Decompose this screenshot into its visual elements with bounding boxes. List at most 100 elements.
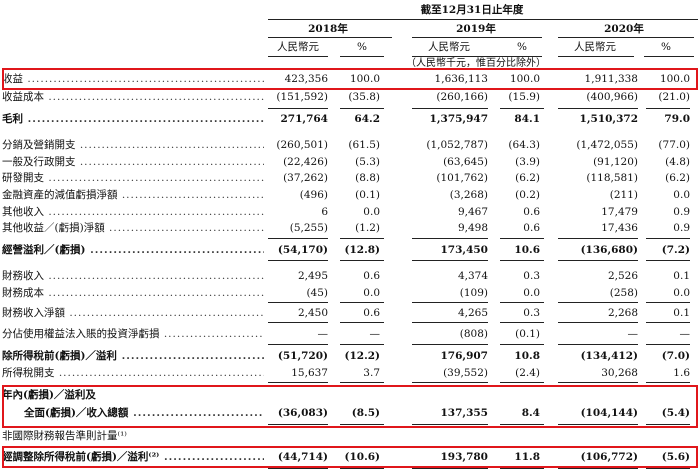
cell-value: (64.3) (508, 139, 540, 151)
subtotal-rule (268, 322, 328, 323)
cell-value: (8.5) (351, 407, 380, 419)
subtotal-rule (340, 382, 384, 383)
subtotal-rule (558, 468, 638, 469)
cell-value: (106,772) (580, 451, 638, 463)
cell-value: 8.4 (521, 407, 540, 419)
cell-value: 84.1 (514, 113, 540, 125)
subtotal-rule (268, 344, 328, 345)
subtotal-rule (340, 322, 384, 323)
period-label: 截至12月31日止年度 (420, 4, 524, 16)
cell-value: 271,764 (280, 113, 329, 125)
highlight-box-adjusted (2, 446, 698, 468)
cell-value: 100.0 (659, 73, 690, 85)
subtotal-rule (646, 238, 690, 239)
cell-value: (54,170) (277, 244, 328, 256)
subtotal-rule (646, 344, 690, 345)
cell-value: (51,720) (277, 350, 328, 362)
col-header-pct-2020: % (661, 41, 671, 53)
subtotal-rule (412, 468, 488, 469)
col-header-rmb-2018: 人民幣元 (277, 41, 319, 53)
subtotal-rule (268, 424, 328, 425)
cell-value: 137,355 (440, 407, 489, 419)
subtotal-rule (268, 468, 328, 469)
subtotal-rule (412, 382, 488, 383)
subtotal-rule (500, 238, 544, 239)
row-label: 除所得稅前(虧損)／溢利 (2, 350, 264, 362)
cell-value: (7.0) (661, 350, 690, 362)
subtotal-rule (268, 108, 328, 109)
cell-value: (5.4) (661, 407, 690, 419)
cell-value: (77.0) (658, 139, 690, 151)
row-label: 毛利 (2, 113, 264, 125)
cell-value: (5,255) (289, 222, 328, 234)
cell-value: 30,268 (601, 367, 638, 379)
cell-value: (2.4) (515, 367, 540, 379)
cell-value: 0.6 (523, 206, 540, 218)
cell-value: (10.6) (344, 451, 380, 463)
year-rule-2019 (412, 37, 542, 38)
cell-value: (15.9) (508, 91, 540, 103)
subtotal-rule (268, 382, 328, 383)
cell-value: 10.6 (514, 244, 540, 256)
cell-value: 9,498 (457, 222, 488, 234)
col-rule (268, 56, 328, 57)
cell-value: 193,780 (440, 451, 489, 463)
cell-value: (118,581) (586, 172, 638, 184)
cell-value: (400,966) (586, 91, 638, 103)
year-2019: 2019年 (456, 23, 496, 35)
subtotal-rule (646, 108, 690, 109)
cell-value: (808) (459, 328, 488, 340)
subtotal-rule (558, 108, 638, 109)
subtotal-rule (340, 344, 384, 345)
cell-value: (12.8) (344, 244, 380, 256)
cell-value: (0.1) (515, 328, 540, 340)
cell-value: — (317, 328, 329, 340)
cell-value: 1,636,113 (434, 73, 488, 85)
cell-value: (5.6) (661, 451, 690, 463)
cell-value: (104,144) (580, 407, 638, 419)
subtotal-rule (412, 260, 488, 261)
subtotal-rule (340, 260, 384, 261)
cell-value: (39,552) (443, 367, 488, 379)
col-rule (644, 56, 694, 57)
subtotal-rule (646, 382, 690, 383)
year-rule-2018 (268, 37, 392, 38)
cell-value: 100.0 (509, 73, 540, 85)
row-label: 經調整除所得稅前(虧損)／溢利⁽²⁾ (2, 451, 264, 463)
year-2020: 2020年 (604, 23, 644, 35)
cell-value: 4,265 (457, 307, 488, 319)
row-label: 所得稅開支 (2, 367, 264, 379)
cell-value: (6.2) (665, 172, 690, 184)
cell-value: — (679, 328, 691, 340)
subtotal-rule (646, 468, 690, 469)
cell-value: 0.6 (523, 222, 540, 234)
subtotal-rule (412, 424, 488, 425)
cell-value: 0.6 (363, 270, 380, 282)
cell-value: (136,680) (580, 244, 638, 256)
cell-value: 1,510,372 (579, 113, 638, 125)
cell-value: (37,262) (283, 172, 328, 184)
cell-value: (35.8) (348, 91, 380, 103)
cell-value: (45) (306, 287, 328, 299)
col-rule (412, 56, 542, 57)
subtotal-rule (558, 302, 638, 303)
cell-value: 0.9 (673, 222, 690, 234)
cell-value: 0.1 (673, 307, 690, 319)
subtotal-rule (500, 344, 544, 345)
row-label: 分佔使用權益法入賬的投資淨虧損 (2, 328, 264, 340)
cell-value: 4,374 (457, 270, 488, 282)
subtotal-rule (412, 322, 488, 323)
subtotal-rule (412, 344, 488, 345)
cell-value: (134,412) (580, 350, 638, 362)
subtotal-rule (340, 238, 384, 239)
cell-value: (4.8) (665, 156, 690, 168)
subtotal-rule (340, 424, 384, 425)
row-label: 收益成本 (2, 91, 264, 103)
subtotal-rule (412, 238, 488, 239)
highlight-box-revenue (2, 68, 698, 90)
subtotal-rule (500, 382, 544, 383)
year-2018: 2018年 (308, 23, 348, 35)
subtotal-rule (646, 322, 690, 323)
